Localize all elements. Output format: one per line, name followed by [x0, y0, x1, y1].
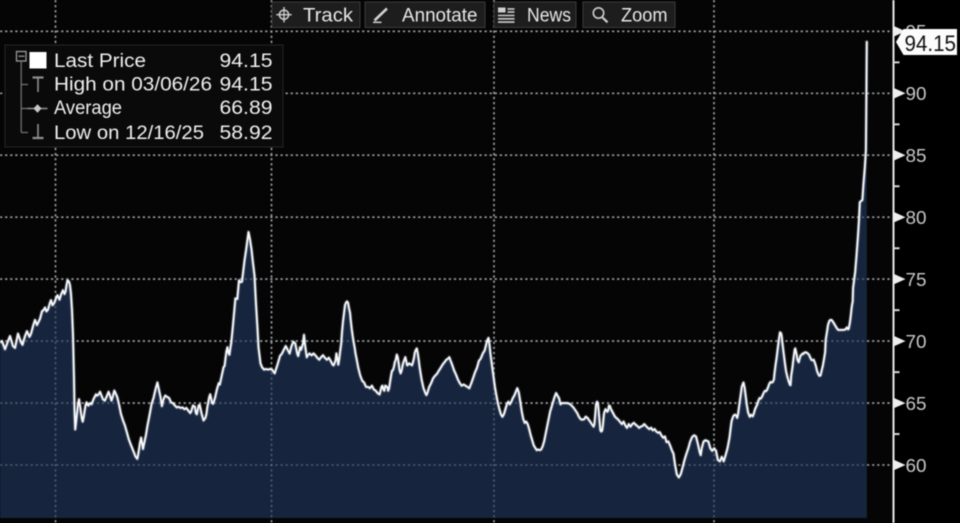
svg-text:Zoom: Zoom: [621, 6, 668, 27]
svg-text:65: 65: [906, 393, 927, 414]
svg-text:Last Price: Last Price: [54, 51, 146, 72]
svg-text:94.15: 94.15: [905, 31, 957, 56]
svg-text:News: News: [527, 6, 571, 27]
svg-text:66.89: 66.89: [220, 98, 273, 119]
svg-text:70: 70: [906, 331, 927, 352]
svg-text:85: 85: [906, 145, 927, 166]
svg-text:90: 90: [906, 83, 927, 104]
svg-text:94.15: 94.15: [220, 75, 273, 96]
svg-text:Average: Average: [54, 98, 122, 119]
svg-text:80: 80: [906, 207, 927, 228]
svg-text:High on 03/06/26: High on 03/06/26: [54, 75, 212, 96]
svg-text:94.15: 94.15: [220, 51, 273, 72]
svg-text:60: 60: [906, 455, 927, 476]
svg-text:58.92: 58.92: [220, 123, 273, 144]
svg-text:Track: Track: [303, 6, 354, 27]
svg-text:75: 75: [906, 269, 927, 290]
svg-text:Low on 12/16/25: Low on 12/16/25: [54, 123, 204, 144]
svg-text:Annotate: Annotate: [402, 6, 478, 27]
